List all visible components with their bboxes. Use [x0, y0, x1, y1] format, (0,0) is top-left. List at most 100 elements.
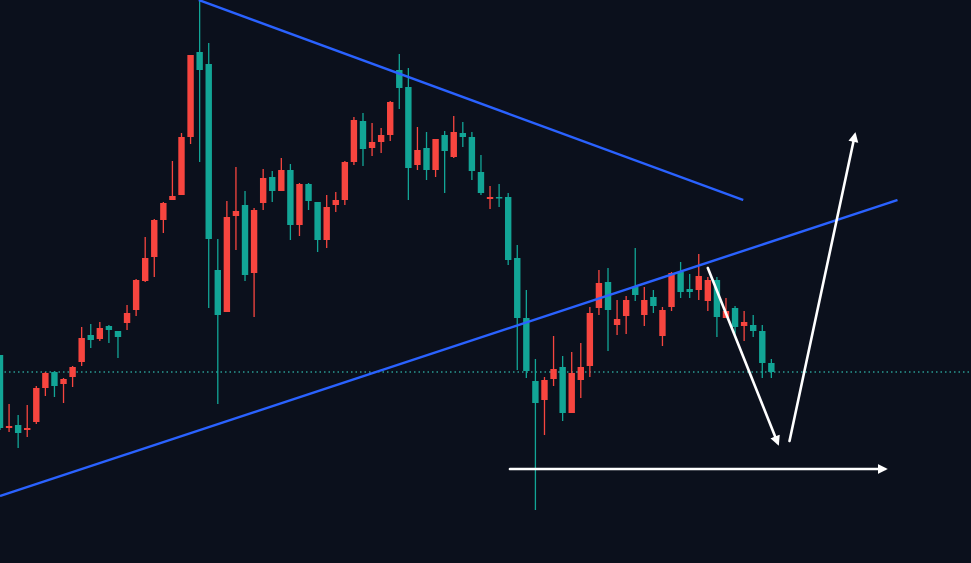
candle-body [750, 325, 757, 331]
candle-up [78, 327, 85, 366]
candle-up [296, 183, 303, 236]
candle-up [341, 161, 349, 205]
trendlines-group [0, 0, 898, 498]
candle-down [441, 131, 448, 193]
candle-body [33, 388, 40, 422]
candle-down [632, 248, 639, 301]
candle-down [269, 171, 276, 202]
candle-up [33, 386, 40, 424]
candle-body [568, 373, 575, 413]
candle-body [423, 148, 430, 170]
candle-body [387, 102, 394, 135]
candle-body [704, 280, 712, 301]
candle-up [60, 378, 67, 403]
candle-body [278, 170, 285, 191]
candle-up [740, 311, 748, 341]
candle-body [87, 335, 94, 340]
candle-body [250, 210, 258, 273]
candle-body [459, 133, 467, 137]
candle-body [114, 331, 122, 337]
candle-up [641, 287, 648, 326]
candle-body [495, 197, 503, 199]
candle-up [232, 167, 240, 250]
candle-down [314, 202, 321, 252]
candle-up [550, 336, 557, 386]
candle-body [42, 373, 49, 388]
candle-body [350, 120, 358, 162]
candle-up [151, 219, 158, 277]
candle-body [132, 280, 140, 310]
candle-up [187, 55, 194, 144]
candle-body [141, 258, 149, 281]
trendline [0, 198, 898, 498]
candle-down [677, 262, 684, 298]
candle-up [250, 208, 258, 317]
candle-body [632, 287, 639, 295]
candle-up [178, 133, 185, 195]
candle-body [69, 367, 76, 377]
candle-down [359, 113, 367, 166]
candle-body [514, 258, 521, 318]
candle-body [305, 184, 312, 201]
candle-body [486, 197, 494, 199]
candle-up [24, 405, 31, 437]
candle-down [0, 355, 4, 430]
candle-down [14, 415, 22, 448]
candle-up [259, 169, 267, 210]
candle-down [514, 245, 521, 370]
candle-body [78, 338, 85, 362]
candle-body [223, 217, 231, 312]
candle-body [196, 52, 203, 70]
candle-up [141, 237, 149, 282]
annotation-arrow [788, 132, 859, 443]
candle-down [495, 184, 503, 207]
candle-body [577, 367, 584, 380]
candle-down [305, 183, 312, 210]
candle-down [759, 325, 766, 378]
candle-body [441, 135, 448, 151]
candle-body [96, 328, 104, 339]
candle-body [396, 70, 403, 88]
candle-body [686, 289, 693, 292]
candle-body [650, 297, 657, 306]
candle-body [541, 380, 548, 400]
candle-body [659, 310, 666, 336]
candle-up [586, 307, 594, 377]
candle-body [259, 178, 267, 203]
candle-up [132, 279, 140, 316]
candle-body [622, 300, 630, 316]
candle-body [731, 308, 739, 327]
candle-body [287, 170, 294, 225]
candle-up [223, 201, 231, 312]
candle-up [568, 352, 575, 413]
candle-body [14, 425, 22, 433]
candle-up [123, 305, 131, 330]
candle-body [450, 132, 457, 157]
candle-down [477, 155, 485, 195]
candle-down [396, 54, 403, 109]
candle-body [105, 326, 113, 330]
candle-body [595, 283, 603, 308]
candle-body [550, 369, 557, 379]
candle-body [405, 87, 412, 168]
candle-body [559, 367, 566, 413]
candle-body [5, 426, 13, 428]
candle-up [432, 139, 439, 177]
candle-up [387, 101, 394, 141]
candle-body [477, 172, 485, 193]
candle-body [24, 428, 31, 430]
candle-down [504, 193, 512, 265]
candle-up [323, 195, 330, 248]
candle-down [523, 290, 530, 378]
arrows-group [508, 132, 888, 474]
candle-up [96, 322, 104, 341]
candle-up [577, 343, 584, 398]
candle-up [160, 202, 167, 233]
trendline [198, 0, 744, 202]
candle-down [459, 122, 467, 147]
candle-down [114, 331, 122, 358]
candle-body [123, 313, 131, 323]
candle-down [686, 274, 693, 298]
